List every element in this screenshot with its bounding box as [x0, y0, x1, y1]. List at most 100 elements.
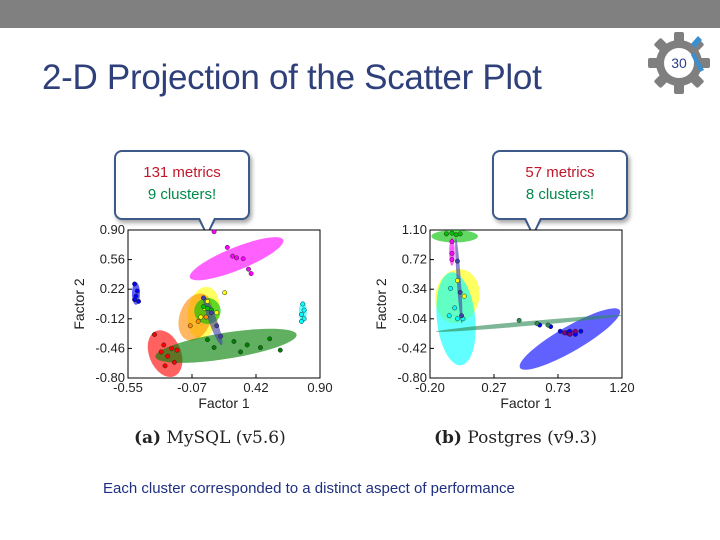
y-axis-label: Factor 2	[71, 278, 87, 330]
data-point	[453, 232, 459, 238]
data-point	[204, 298, 210, 304]
y-tick-label: 0.34	[402, 281, 427, 296]
slide-title: 2-D Projection of the Scatter Plot	[42, 58, 542, 97]
data-point	[134, 288, 140, 294]
data-point	[446, 313, 452, 319]
x-tick-label: -0.20	[415, 380, 445, 395]
data-point	[449, 239, 455, 245]
data-point	[299, 311, 304, 317]
data-point	[152, 332, 157, 337]
data-point	[195, 318, 201, 324]
data-point	[198, 314, 204, 320]
data-point	[201, 295, 206, 301]
data-point	[165, 353, 171, 359]
data-point	[214, 323, 220, 329]
y-tick-label: -0.80	[95, 370, 125, 385]
data-point	[277, 347, 283, 353]
data-point	[204, 337, 210, 343]
data-point	[218, 333, 224, 339]
mysql-caption-text: MySQL (v5.6)	[166, 428, 286, 448]
data-point	[230, 253, 236, 259]
y-tick-label: -0.12	[95, 311, 125, 326]
postgres-caption-label: (b)	[434, 428, 462, 448]
data-point	[567, 331, 573, 337]
top-bar	[0, 0, 720, 28]
data-point	[174, 347, 180, 353]
data-point	[162, 363, 168, 369]
x-tick-label: 0.90	[307, 380, 332, 395]
data-point	[204, 305, 210, 311]
data-point	[449, 257, 455, 263]
data-point	[187, 323, 193, 329]
postgres-caption-text: Postgres (v9.3)	[467, 428, 598, 448]
y-tick-label: 0.90	[100, 222, 125, 237]
data-point	[449, 250, 455, 256]
x-axis-label: Factor 1	[500, 395, 552, 411]
data-point	[234, 255, 240, 261]
data-point	[169, 345, 175, 351]
data-point	[459, 313, 464, 319]
y-tick-label: -0.80	[397, 370, 427, 385]
data-point	[448, 285, 454, 291]
data-point	[557, 328, 563, 334]
data-point	[299, 318, 304, 324]
callout-postgres-clusters: 8 clusters!	[525, 186, 595, 203]
x-tick-label: 0.42	[243, 380, 268, 395]
data-point	[201, 304, 206, 310]
mysql-caption: (a) MySQL (v5.6)	[134, 428, 286, 448]
y-axis-label: Factor 2	[373, 278, 389, 330]
y-tick-label: -0.42	[397, 340, 427, 355]
data-point	[545, 322, 551, 328]
callout-postgres-metrics: 57 metrics	[525, 164, 595, 181]
y-tick-label: -0.04	[397, 311, 427, 326]
data-point	[214, 310, 220, 316]
cluster-ellipse	[155, 328, 297, 363]
data-point	[461, 293, 467, 299]
data-point	[132, 297, 138, 303]
data-point	[222, 290, 228, 296]
data-point	[211, 229, 217, 235]
x-tick-label: 0.73	[545, 380, 570, 395]
data-point	[578, 328, 584, 334]
y-tick-label: 0.22	[100, 281, 125, 296]
footer-text: Each cluster corresponded to a distinct …	[103, 480, 515, 497]
data-point	[240, 256, 246, 262]
data-point	[231, 338, 237, 344]
x-tick-label: 0.27	[481, 380, 506, 395]
data-point	[457, 289, 463, 295]
data-point	[132, 281, 138, 287]
postgres-caption: (b) Postgres (v9.3)	[434, 428, 597, 448]
data-point	[572, 328, 578, 334]
gear-icon	[648, 32, 710, 94]
page-number: 30	[671, 55, 687, 71]
y-tick-label: 0.72	[402, 252, 427, 267]
data-point	[161, 342, 167, 348]
data-point	[444, 231, 449, 237]
data-point	[238, 349, 244, 355]
x-tick-label: 1.20	[609, 380, 634, 395]
data-point	[244, 342, 250, 348]
data-point	[454, 278, 460, 284]
data-point	[248, 271, 254, 276]
data-point	[454, 258, 460, 264]
x-axis-label: Factor 1	[198, 395, 250, 411]
y-tick-label: 0.56	[100, 252, 125, 267]
cluster-ellipse	[435, 315, 622, 332]
data-point	[211, 345, 217, 350]
data-point	[534, 321, 540, 326]
mysql-caption-label: (a)	[134, 428, 162, 448]
data-point	[136, 298, 142, 304]
data-point	[301, 307, 307, 313]
callout-mysql-clusters: 9 clusters!	[147, 186, 217, 203]
data-point	[561, 330, 567, 336]
data-point	[452, 305, 458, 311]
data-point	[267, 336, 273, 342]
postgres-scatter-plot: -0.20 0.27 0.73 1.20 1.10 0.72 0.34 -0.04 -0.42 -…	[373, 222, 635, 411]
data-point	[516, 317, 522, 323]
data-point	[203, 314, 209, 320]
data-point	[257, 345, 263, 350]
data-point	[457, 231, 463, 237]
cluster-ellipse	[519, 308, 621, 370]
data-point	[449, 230, 455, 236]
mysql-scatter-plot: -0.55 -0.07 0.42 0.90 0.90 0.56 0.22 -0.12 -0.46…	[71, 222, 333, 411]
